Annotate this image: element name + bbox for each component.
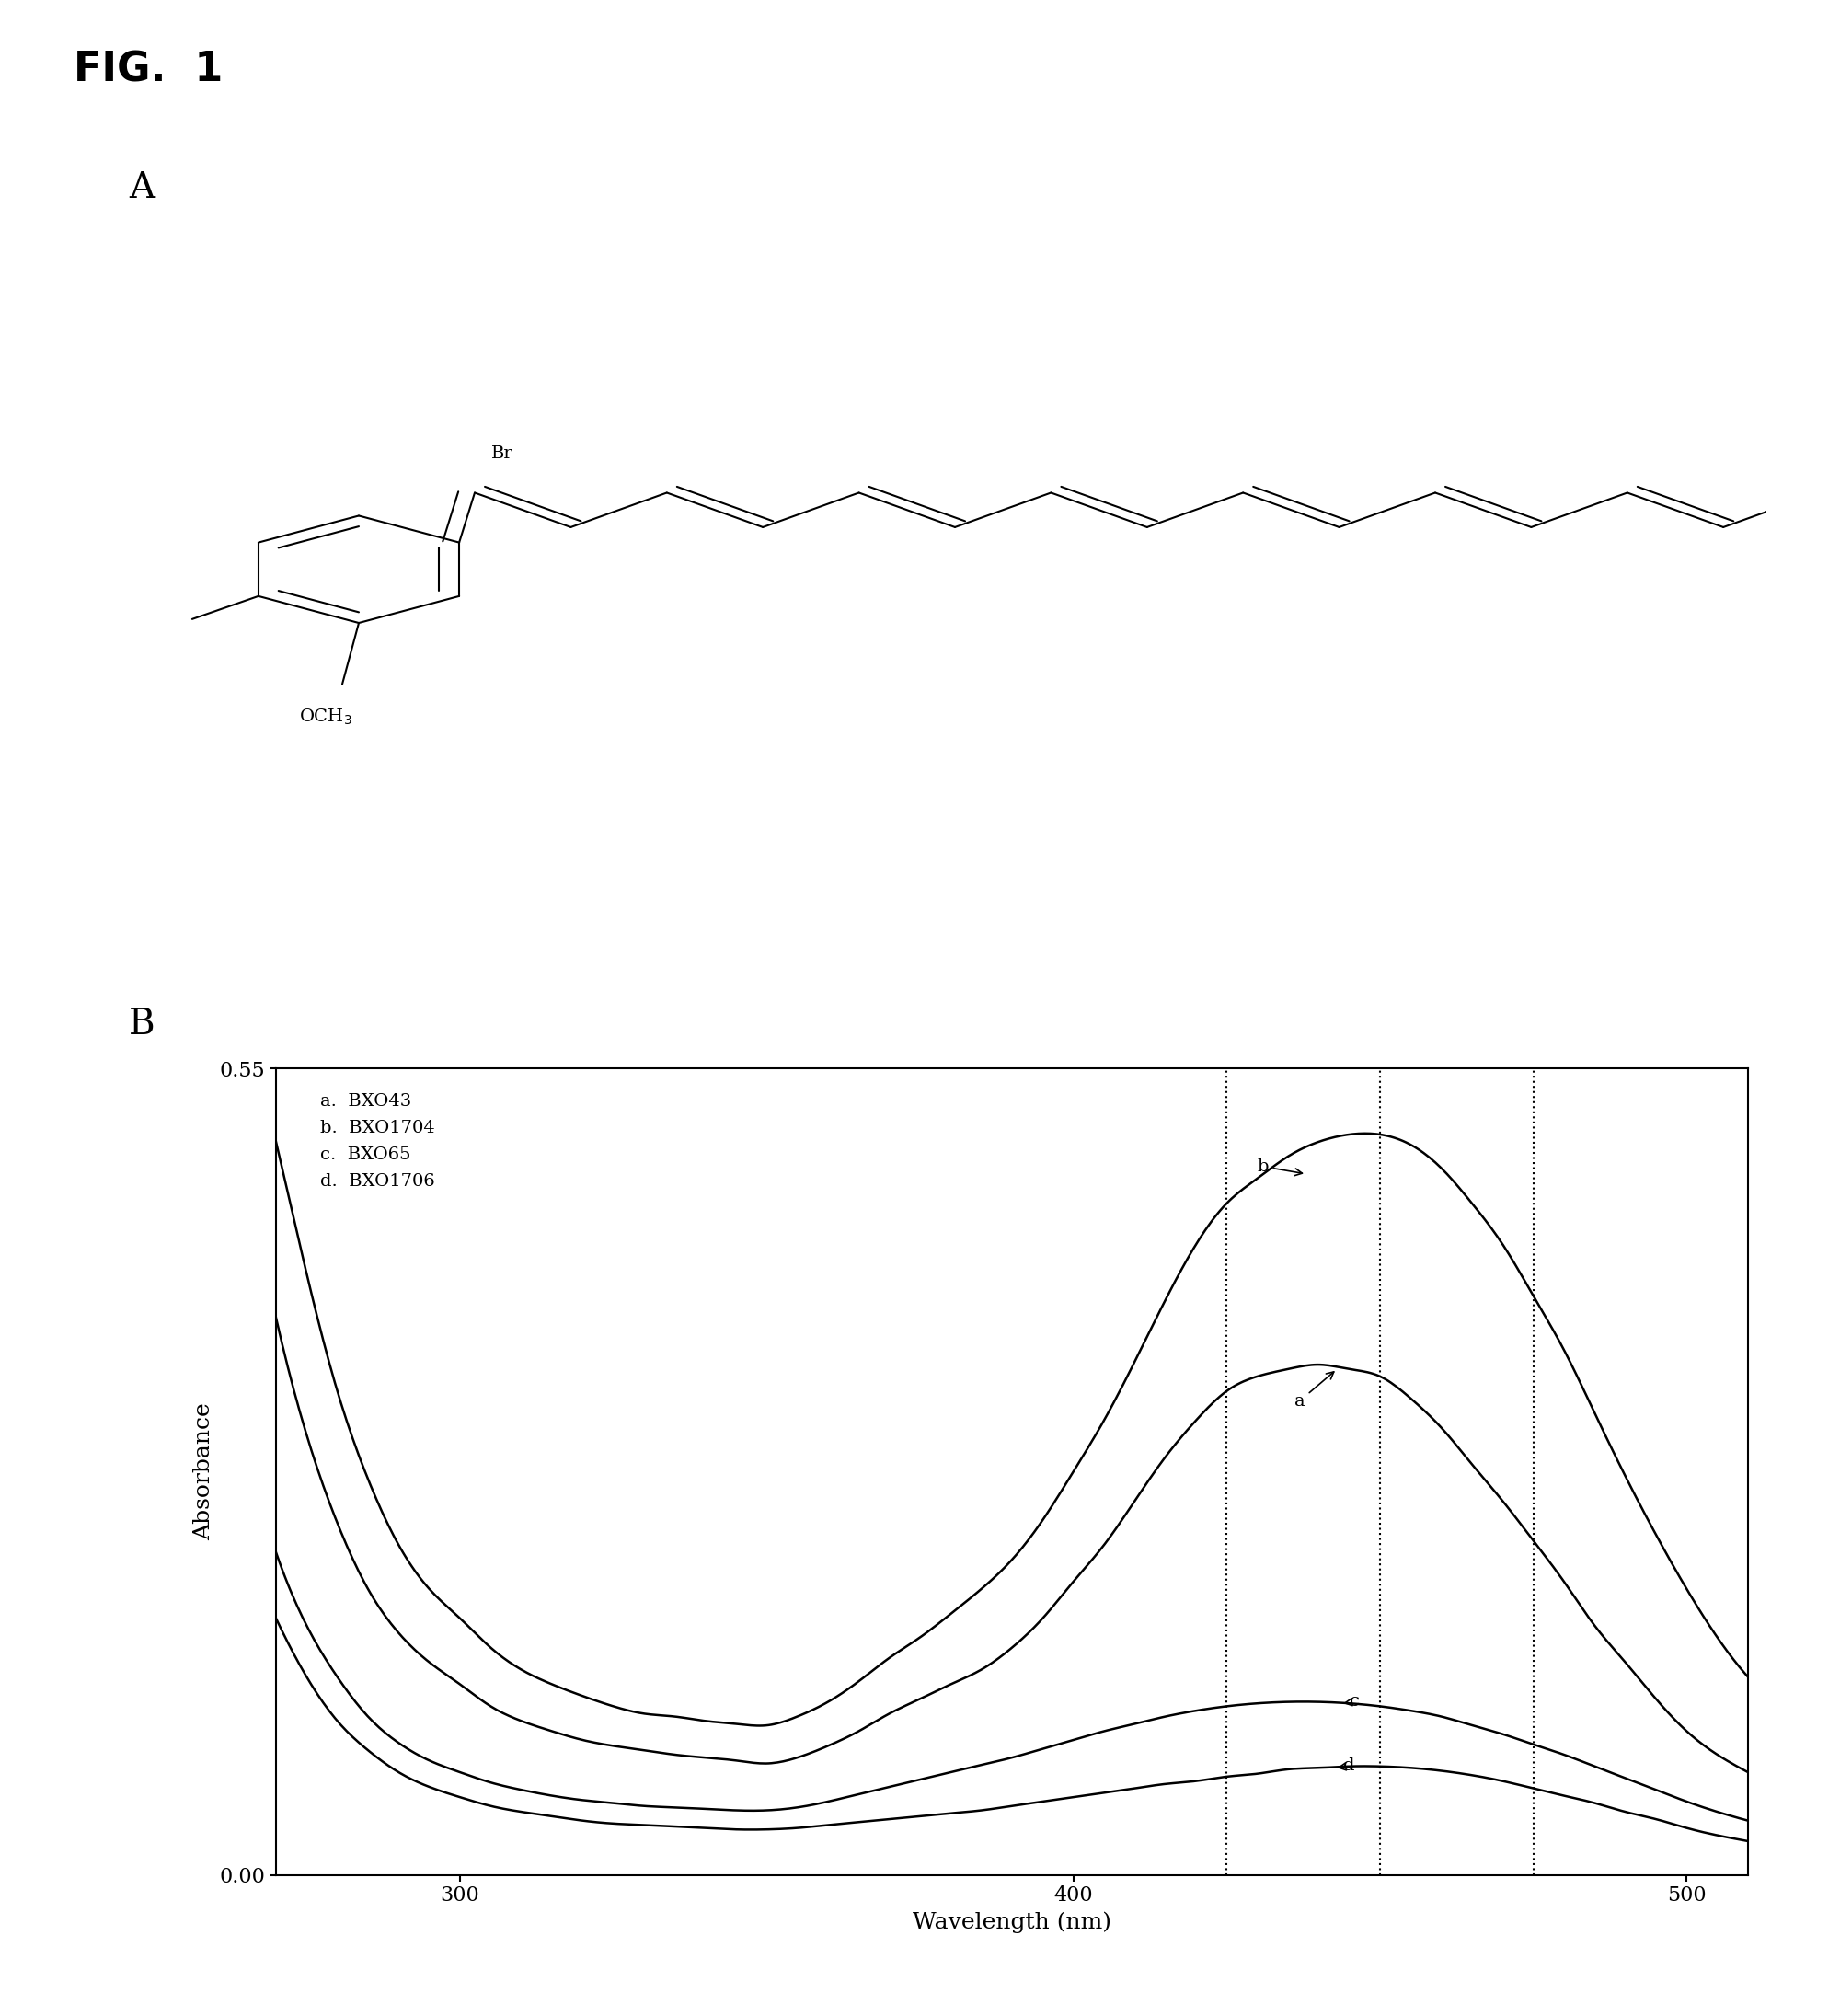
Text: d: d — [1338, 1758, 1354, 1774]
X-axis label: Wavelength (nm): Wavelength (nm) — [913, 1911, 1111, 1933]
Text: FIG.  1: FIG. 1 — [74, 50, 223, 91]
Text: a: a — [1294, 1371, 1334, 1409]
Text: Br: Br — [491, 446, 513, 462]
Y-axis label: Absorbance: Absorbance — [193, 1403, 213, 1540]
Text: a.  BXO43
b.  BXO1704
c.  BXO65
d.  BXO1706: a. BXO43 b. BXO1704 c. BXO65 d. BXO1706 — [320, 1093, 434, 1189]
Text: c: c — [1343, 1693, 1360, 1710]
Text: B: B — [129, 1008, 155, 1042]
Text: A: A — [129, 171, 155, 206]
Text: OCH$_3$: OCH$_3$ — [300, 708, 351, 728]
Text: b: b — [1257, 1159, 1303, 1175]
